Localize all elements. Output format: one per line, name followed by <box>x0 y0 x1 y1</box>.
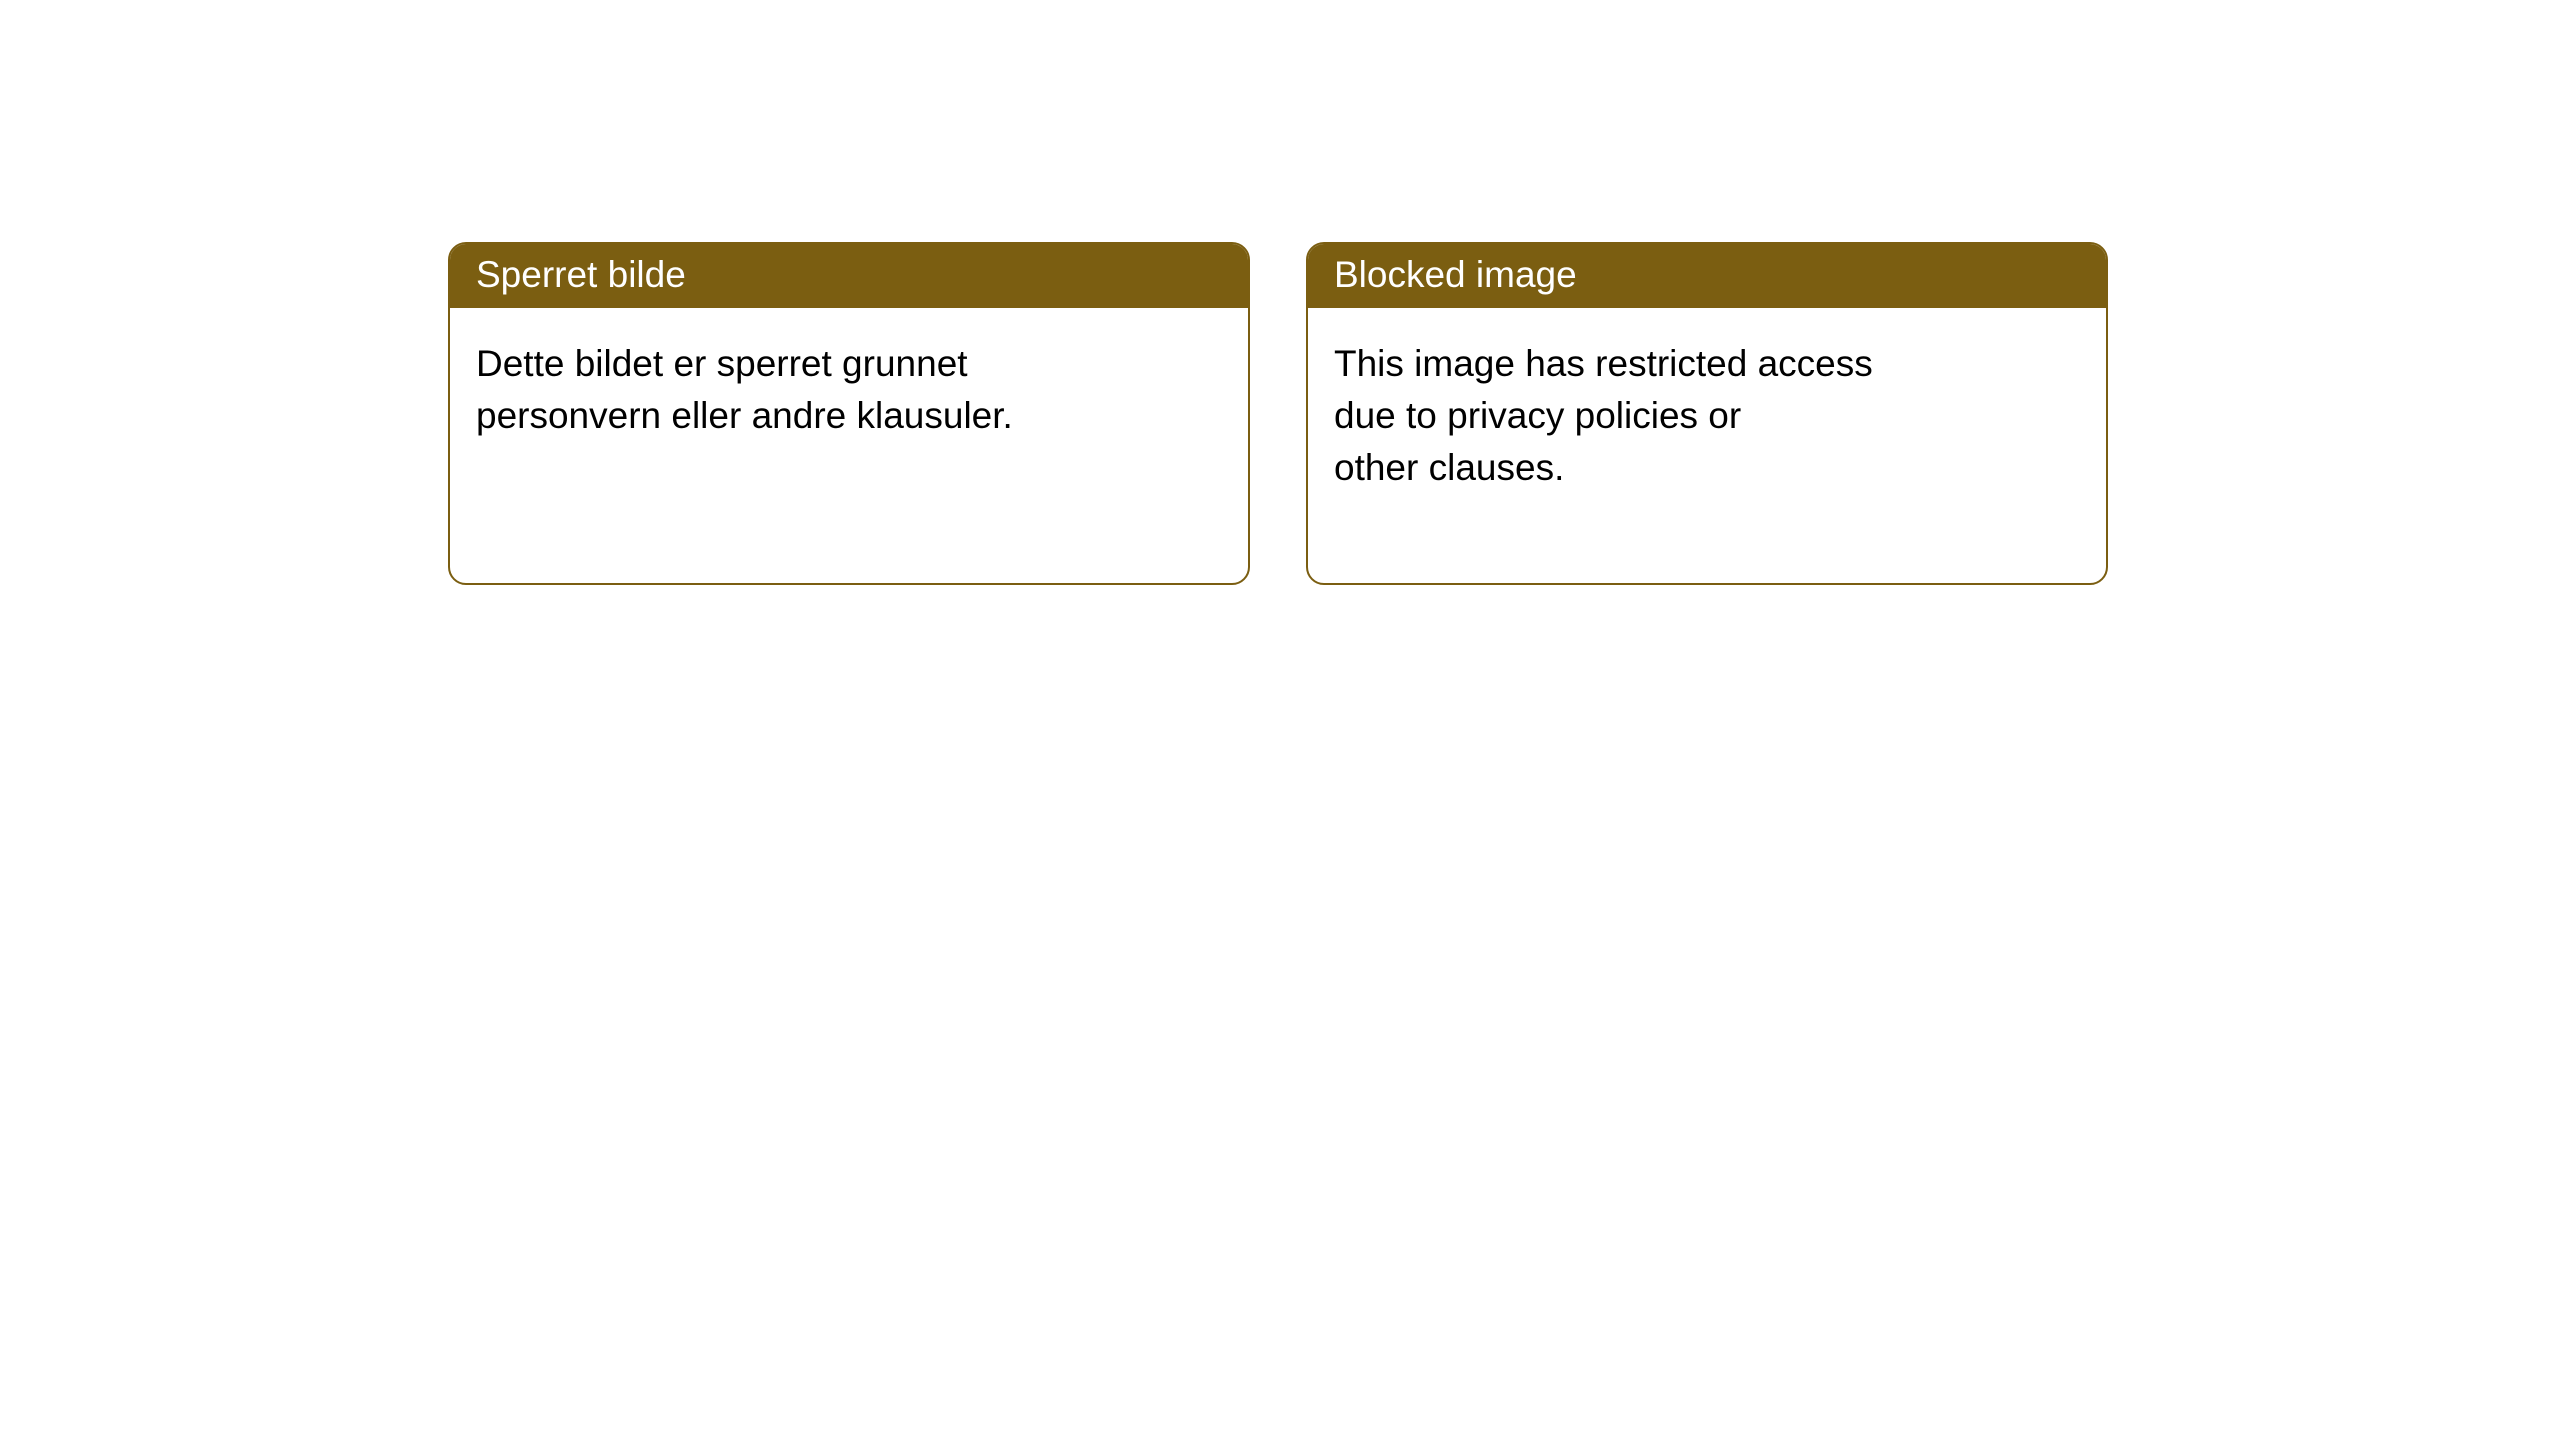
notice-header: Sperret bilde <box>450 244 1248 308</box>
notice-card-english: Blocked image This image has restricted … <box>1306 242 2108 585</box>
notice-card-norwegian: Sperret bilde Dette bildet er sperret gr… <box>448 242 1250 585</box>
notice-body: This image has restricted access due to … <box>1308 308 2106 583</box>
notice-header: Blocked image <box>1308 244 2106 308</box>
notice-body: Dette bildet er sperret grunnet personve… <box>450 308 1248 532</box>
notice-container: Sperret bilde Dette bildet er sperret gr… <box>0 0 2560 585</box>
